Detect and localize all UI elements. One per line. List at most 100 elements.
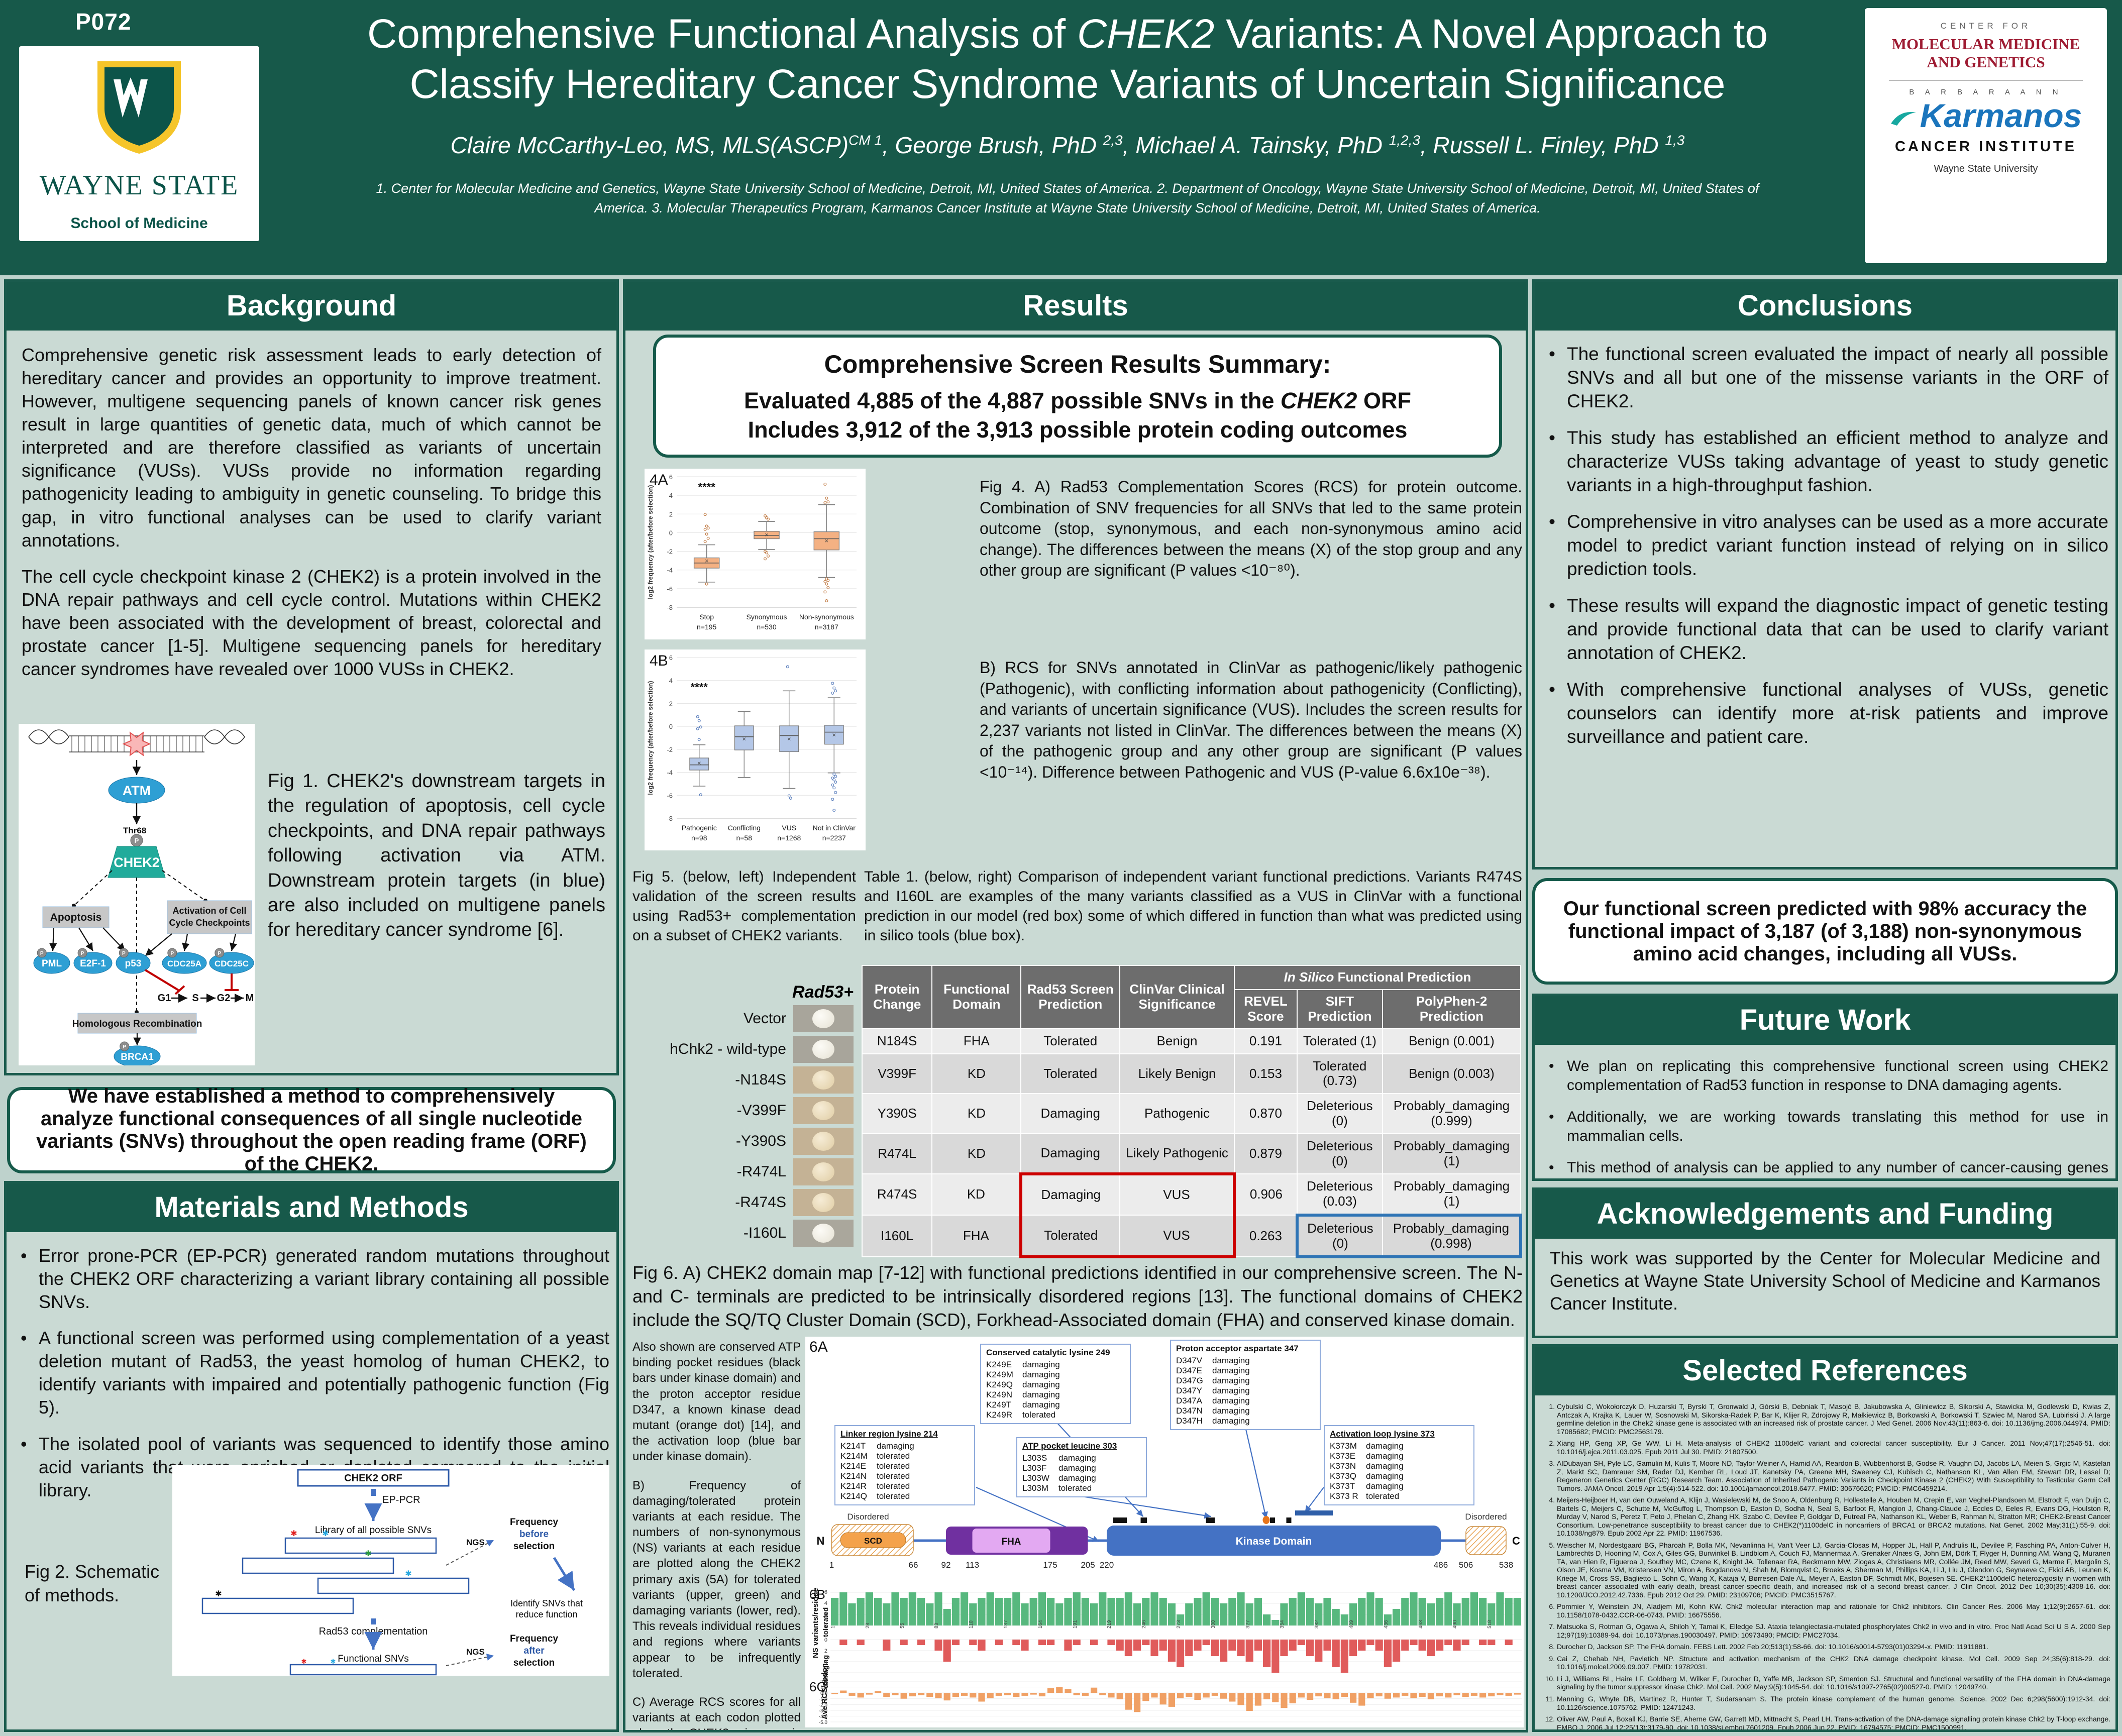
- svg-text:ATM: ATM: [123, 783, 151, 798]
- svg-text:2: 2: [669, 510, 673, 518]
- table1-cell: Damaging: [1020, 1133, 1121, 1174]
- colony-spot: [812, 1193, 834, 1212]
- svg-text:Library of all possible SNVs: Library of all possible SNVs: [315, 1525, 432, 1536]
- table1-cell: V399F: [861, 1053, 933, 1095]
- svg-text:4: 4: [824, 1600, 827, 1606]
- svg-text:-5.0: -5.0: [819, 1720, 828, 1725]
- svg-text:-1.0: -1.0: [819, 1697, 828, 1702]
- table1-cell: KD: [931, 1053, 1022, 1095]
- conclusion-bullet: With comprehensive functional analyses o…: [1544, 678, 2108, 749]
- karmanos-university: Wayne State University: [1934, 163, 2038, 174]
- svg-text:×: ×: [825, 537, 829, 545]
- fig6b-x-tick: 164: [1037, 1620, 1043, 1629]
- svg-text:✱: ✱: [215, 1590, 222, 1598]
- methods-bullet: A functional screen was performed using …: [16, 1327, 609, 1419]
- svg-text:-8: -8: [667, 815, 673, 822]
- background-panel: Background Comprehensive genetic risk as…: [4, 279, 619, 1075]
- fig5-rad53plus-cell: [793, 1005, 854, 1032]
- svg-text:Thr68: Thr68: [123, 826, 146, 835]
- fig6-side1: Also shown are conserved ATP binding poc…: [632, 1340, 801, 1464]
- future-work-bullets: We plan on replicating this comprehensiv…: [1544, 1057, 2108, 1178]
- svg-text:✱: ✱: [405, 1570, 411, 1578]
- karmanos-swoosh-icon: [1890, 112, 1916, 126]
- reference-item: Cai Z, Chehab NH, Pavletich NP. Structur…: [1557, 1655, 2110, 1671]
- author: George Brush, PhD: [895, 132, 1103, 159]
- fig6b-x-tick: 436: [1383, 1620, 1389, 1629]
- reference-item: Weischer M, Nordestgaard BG, Pharoah P, …: [1557, 1541, 2110, 1599]
- fig6-annotation-box: Linker region lysine 214 K214T damaging K21…: [834, 1425, 975, 1506]
- svg-text:Disordered: Disordered: [1465, 1512, 1507, 1522]
- table1-cell: Damaging: [1019, 1172, 1121, 1216]
- fig4a-boxplot: -8 -6 -4 -2 0 2 4 6 log2 frequency (after/before…: [647, 473, 857, 631]
- divider: [1889, 80, 2083, 81]
- references-list: Cybulski C, Wokołorczyk D, Huzarski T, B…: [1557, 1402, 2110, 1729]
- fig6-side3: C) Average RCS scores for all variants a…: [632, 1695, 801, 1730]
- fig6c-chart: 2.01.00.0-1.0-2.0-3.0-4.0-5.0: [819, 1679, 1522, 1725]
- svg-text:n=2237: n=2237: [822, 834, 846, 842]
- svg-text:S: S: [192, 993, 198, 1004]
- svg-text:113: 113: [966, 1560, 979, 1570]
- svg-text:M: M: [246, 993, 254, 1004]
- table1-cell: Tolerated (0.73): [1296, 1053, 1383, 1095]
- conclusions-panel: Conclusions The functional screen evalua…: [1532, 279, 2118, 870]
- fig6-annotation-item: L303W damaging: [1022, 1473, 1096, 1483]
- svg-text:P: P: [122, 951, 126, 956]
- wsu-school: School of Medicine: [70, 215, 208, 232]
- fig6-annotation-item: D347N damaging: [1176, 1406, 1250, 1416]
- references-heading: Selected References: [1535, 1347, 2115, 1395]
- table1-cell: Pathogenic: [1119, 1093, 1235, 1135]
- fig2-schematic: CHEK2 ORF EP-PCR Library of all possible S…: [201, 1469, 583, 1676]
- table1-subheader: REVEL Score: [1234, 989, 1298, 1029]
- svg-text:CDC25C: CDC25C: [215, 959, 249, 968]
- fig5-rad53plus-cell: [793, 1189, 854, 1216]
- svg-text:VUS: VUS: [782, 824, 796, 832]
- table1-row: I160L FHA Tolerated VUS 0.263 Deleterious (0)…: [861, 1213, 1523, 1259]
- affiliations: 1. Center for Molecular Medicine and Gen…: [376, 181, 1759, 216]
- fig6b-x-tick: 490: [1452, 1620, 1458, 1629]
- svg-text:×: ×: [765, 531, 769, 538]
- fig6-annotation-item: D347E damaging: [1176, 1366, 1250, 1376]
- svg-text:CDC25A: CDC25A: [167, 959, 201, 968]
- table1-header: Functional Domain: [931, 965, 1022, 1029]
- fig6-annotation-item: D347H damaging: [1176, 1416, 1250, 1426]
- highlight-text: We have established a method to comprehe…: [36, 1085, 587, 1175]
- svg-text:Kinase Domain: Kinase Domain: [1236, 1536, 1312, 1547]
- fig6-annotation-item: K214N tolerated: [840, 1471, 910, 1481]
- table1-row: R474S KD Damaging VUS 0.906 Deleterious (0.03…: [861, 1172, 1522, 1216]
- fig4a-caption: Fig 4. A) Rad53 Complementation Scores (…: [980, 478, 1522, 580]
- svg-text:Activation of Cell: Activation of Cell: [172, 906, 246, 916]
- table1-row: V399F KD Tolerated Likely Benign 0.153 Tolera…: [861, 1053, 1522, 1095]
- fig6b-x-tick: 327: [1245, 1620, 1251, 1629]
- karmanos-mmg: MOLECULAR MEDICINE AND GENETICS: [1891, 35, 2080, 71]
- poster-code: P072: [75, 9, 132, 35]
- fig6-annotation-item: K249E damaging: [986, 1360, 1060, 1370]
- svg-text:G2: G2: [217, 993, 231, 1004]
- fig6b-x-tick: 246: [1141, 1620, 1147, 1629]
- fig6-annotation-item: K373T damaging: [1330, 1481, 1404, 1491]
- methods-bullets: Error prone-PCR (EP-PCR) generated rando…: [16, 1244, 609, 1502]
- karmanos-wordmark: Karmanos: [1890, 98, 2082, 133]
- table1-cell: Likely Pathogenic: [1119, 1133, 1235, 1174]
- fig6b-x-tick: 518: [1487, 1620, 1493, 1629]
- svg-text:×: ×: [832, 731, 836, 738]
- svg-text:E2F-1: E2F-1: [80, 958, 106, 969]
- author: Russell L. Finley, PhD: [1433, 132, 1665, 159]
- table1: Protein Change Functional Domain Rad53 Scr…: [861, 965, 1523, 1259]
- svg-text:0.0: 0.0: [820, 1691, 827, 1696]
- table1-caption: Table 1. (below, right) Comparison of in…: [864, 869, 1522, 944]
- svg-text:Functional SNVs: Functional SNVs: [338, 1654, 409, 1664]
- fig5-col1-label: Rad53+: [792, 983, 854, 1002]
- svg-text:175: 175: [1043, 1560, 1057, 1570]
- fig6b-x-tick: 463: [1418, 1620, 1424, 1629]
- svg-text:-4: -4: [667, 769, 673, 777]
- fig6b-xaxis: 1 28 55 83 110 137 164 191 219 246 273 300 327 354 382…: [830, 1620, 1522, 1637]
- table1-cell: Deleterious (0): [1296, 1093, 1383, 1135]
- table1-cell: Probably_damaging (0.999): [1382, 1093, 1522, 1135]
- table1-cell: Probably_damaging (1): [1382, 1133, 1522, 1174]
- svg-text:6: 6: [824, 1670, 827, 1676]
- highlight-box: We have established a method to comprehe…: [7, 1085, 616, 1175]
- reference-item: Li J, Williams BL, Haire LF, Goldberg M,…: [1557, 1675, 2110, 1691]
- table1-cell: Tolerated: [1020, 1028, 1121, 1054]
- author-list: Claire McCarthy-Leo, MS, MLS(ASCP)CM 1, …: [450, 132, 1685, 159]
